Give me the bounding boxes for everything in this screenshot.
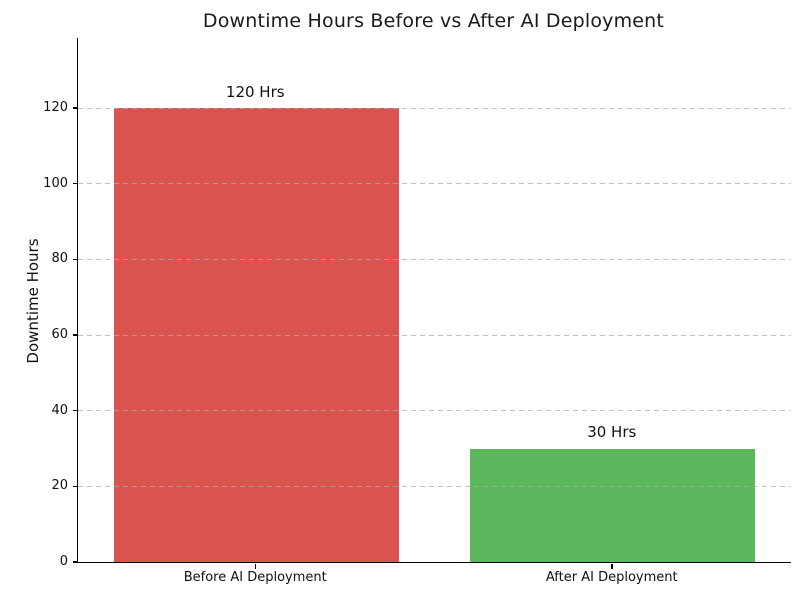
y-tick-mark bbox=[72, 258, 78, 261]
y-tick-label: 0 bbox=[59, 554, 68, 569]
y-gridline bbox=[78, 107, 791, 109]
y-gridline bbox=[78, 183, 791, 185]
y-tick-mark bbox=[72, 182, 78, 185]
y-tick-mark bbox=[72, 107, 78, 109]
y-gridline bbox=[78, 410, 791, 412]
chart-title: Downtime Hours Before vs After AI Deploy… bbox=[202, 10, 665, 32]
bar-value-label: 30 Hrs bbox=[587, 423, 637, 442]
y-tick-mark bbox=[72, 409, 78, 412]
y-tick-mark bbox=[72, 561, 78, 563]
bar-after-ai-deployment bbox=[470, 448, 756, 562]
y-tick-label: 40 bbox=[51, 402, 68, 418]
y-gridline bbox=[78, 485, 791, 487]
y-gridline bbox=[78, 258, 791, 260]
x-tick-label-before-ai-deployment: Before AI Deployment bbox=[183, 570, 327, 585]
y-axis-label: Downtime Hours bbox=[24, 238, 42, 364]
y-tick-mark bbox=[72, 485, 78, 488]
y-tick-label: 80 bbox=[51, 251, 68, 267]
plot-area bbox=[77, 38, 791, 563]
y-gridline bbox=[78, 334, 791, 336]
y-tick-label: 60 bbox=[51, 326, 68, 342]
x-tick-label-after-ai-deployment: After AI Deployment bbox=[545, 570, 678, 585]
bar-value-label: 120 Hrs bbox=[225, 82, 285, 101]
y-tick-mark bbox=[72, 334, 78, 336]
x-tick-mark bbox=[254, 563, 256, 569]
grid-layer bbox=[78, 38, 791, 562]
y-tick-label: 100 bbox=[43, 175, 68, 191]
y-tick-label: 20 bbox=[51, 478, 68, 494]
x-tick-mark bbox=[611, 563, 613, 569]
y-tick-label: 120 bbox=[43, 99, 68, 115]
